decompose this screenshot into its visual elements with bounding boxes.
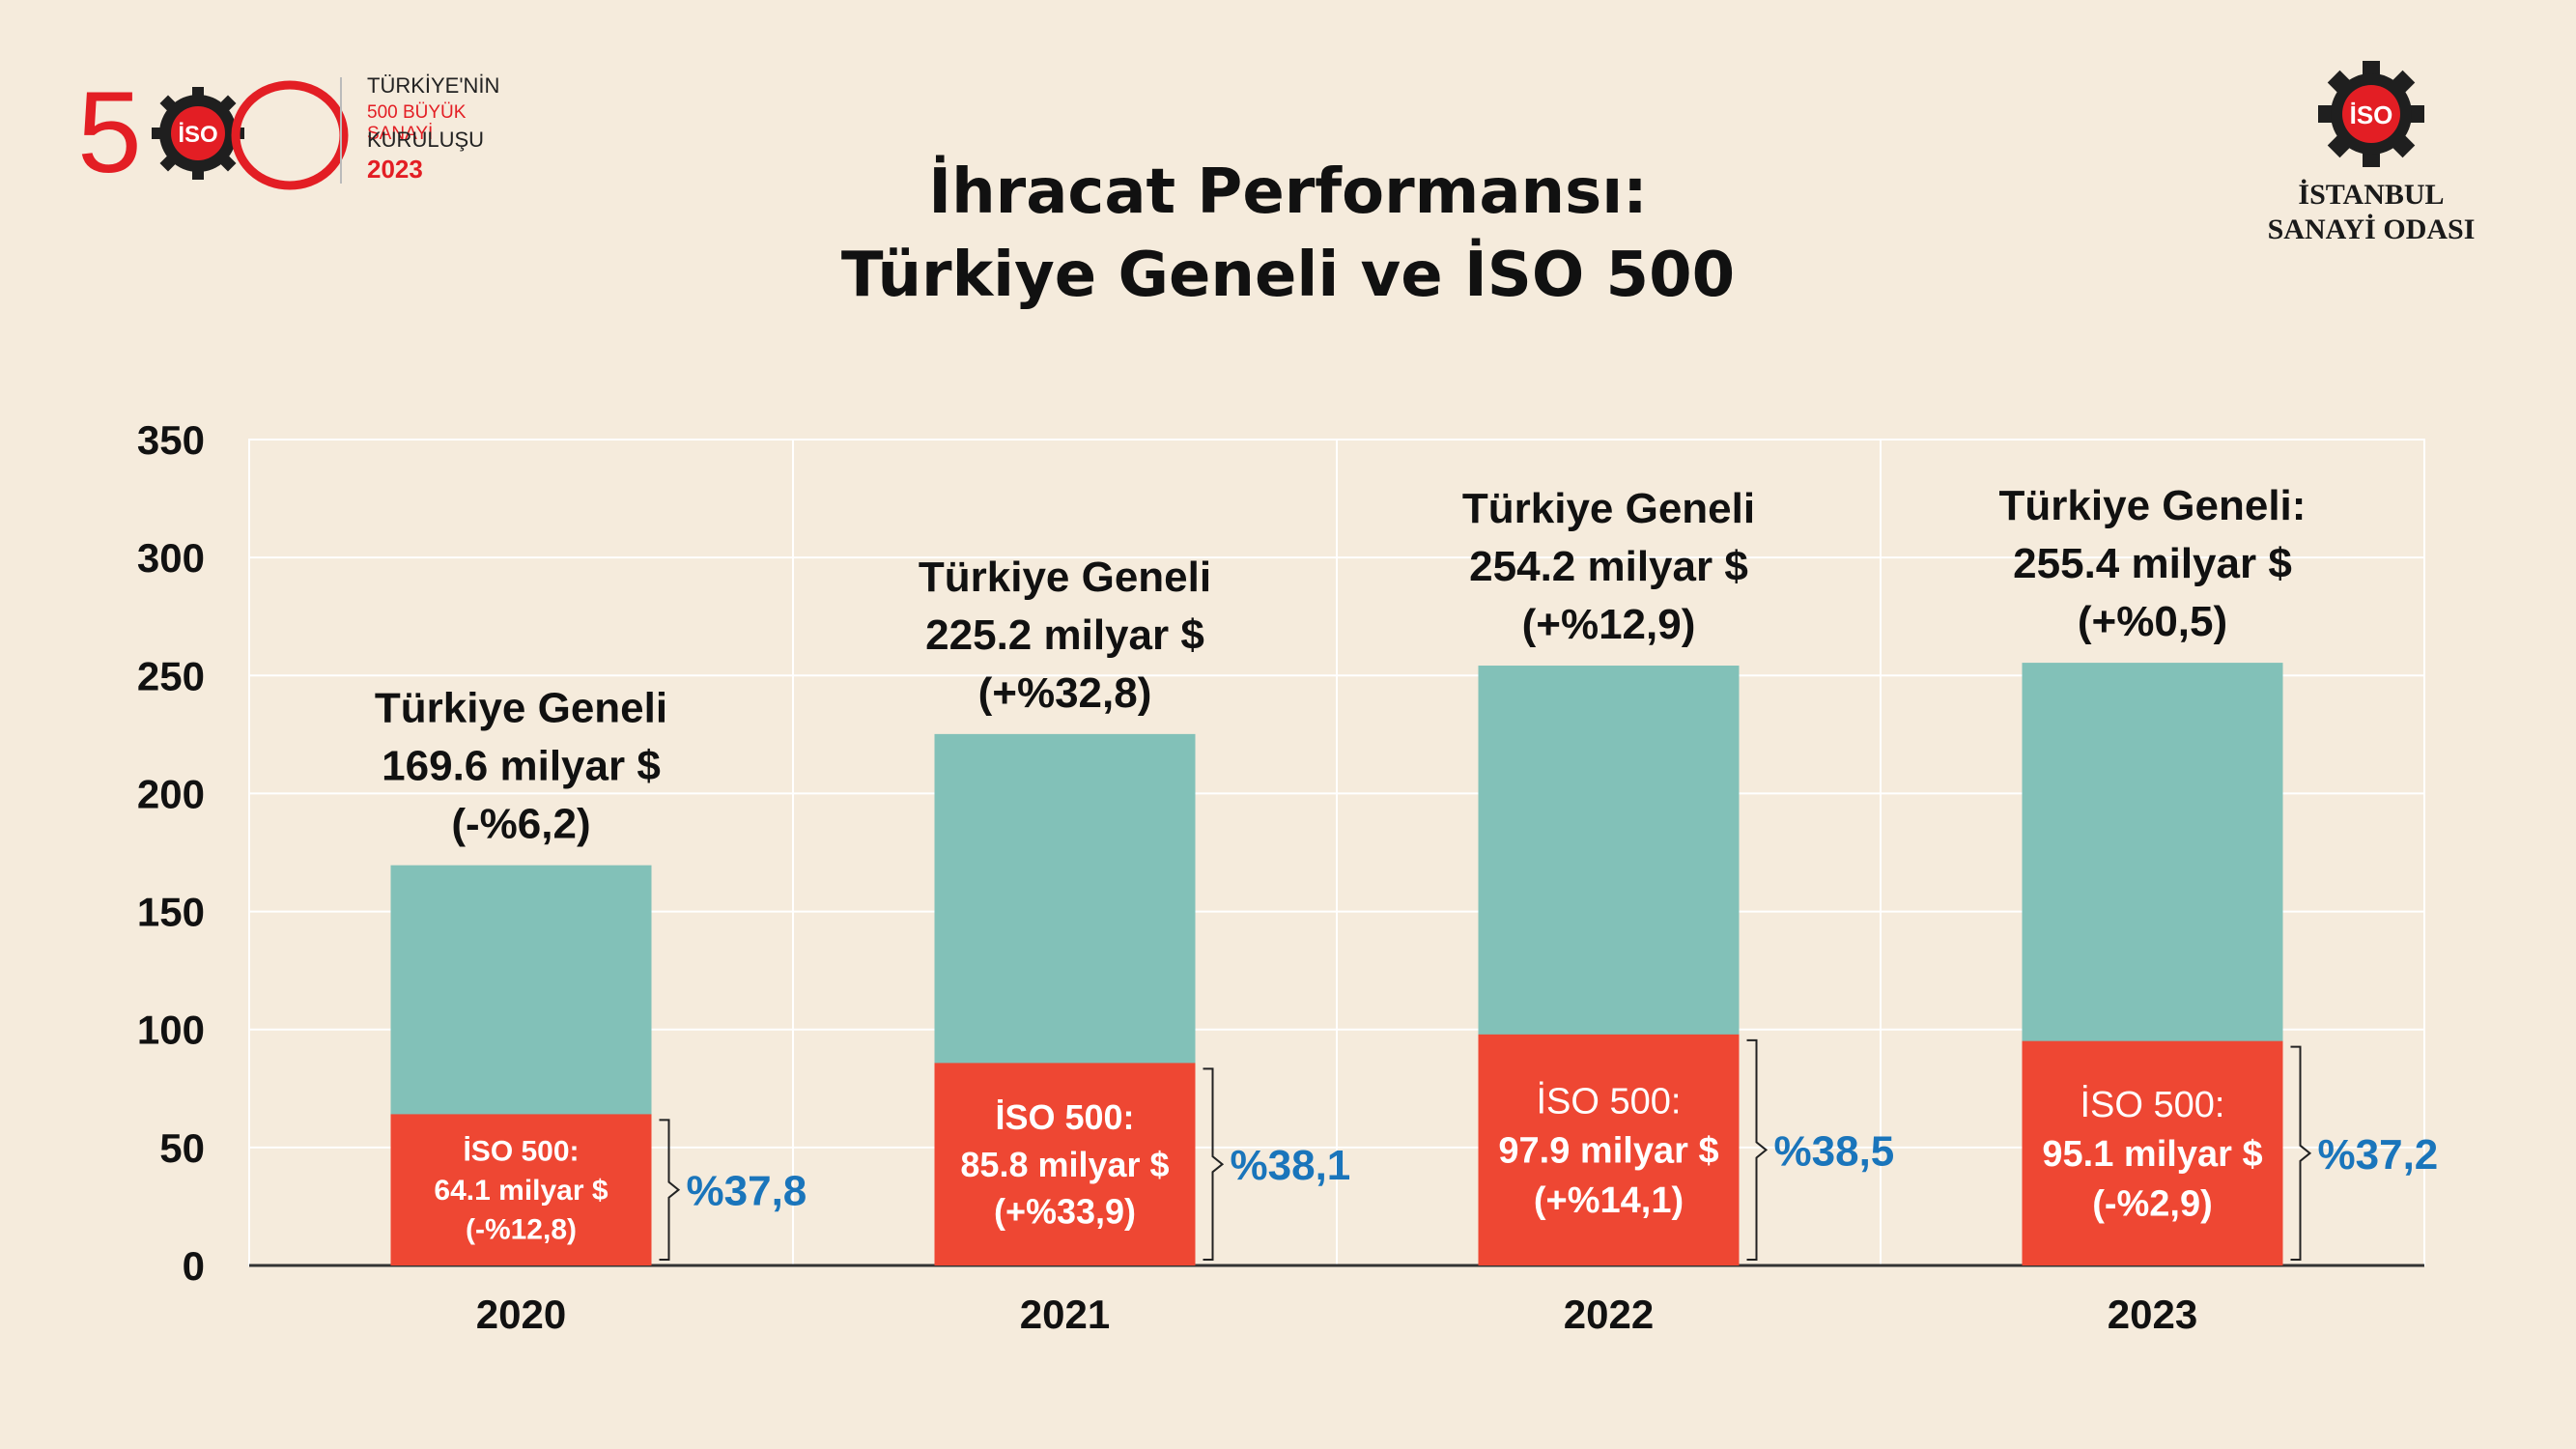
iso-data-label: (+%14,1): [1534, 1180, 1684, 1221]
iso-data-label: İSO 500:: [1537, 1080, 1682, 1122]
x-tick-label: 2020: [476, 1292, 566, 1337]
iso-data-label: İSO 500:: [995, 1097, 1134, 1137]
bar-iso-500: [2022, 1040, 2283, 1265]
iso500-logo: 5 İSO TÜRKİYE'NİN 500 BÜYÜK SANAYİ KURUL…: [77, 68, 522, 193]
page-title-line1: İhracat Performansı:: [928, 156, 1648, 228]
iso-data-label: (+%33,9): [994, 1191, 1136, 1231]
total-data-label: Türkiye Geneli: [375, 685, 667, 732]
logo-line3: KURULUŞU: [367, 128, 485, 152]
gear-badge-text: İSO: [178, 122, 217, 148]
total-data-label: Türkiye Geneli: [919, 554, 1211, 601]
y-tick-label: 300: [137, 535, 205, 581]
iso-data-label: 64.1 milyar $: [434, 1175, 608, 1207]
share-bracket: [1746, 1038, 1769, 1261]
iso-data-label: 95.1 milyar $: [2042, 1134, 2262, 1175]
share-bracket: [2290, 1045, 2312, 1261]
share-bracket: [1203, 1067, 1225, 1261]
iso-data-label: 85.8 milyar $: [960, 1145, 1169, 1184]
total-data-label: Türkiye Geneli:: [1999, 482, 2307, 529]
x-tick-label: 2021: [1020, 1292, 1110, 1337]
iso-data-label: (-%12,8): [466, 1214, 577, 1246]
logo-divider: [340, 77, 342, 184]
total-data-label: (+%32,8): [978, 669, 1152, 717]
share-label: %37,2: [2318, 1131, 2439, 1179]
iso500-logo-mark: 5 İSO: [77, 68, 349, 193]
istanbul-sanayi-odasi-logo: İSO İSTANBUL SANAYİ ODASI: [2250, 58, 2492, 251]
iso-data-label: (-%2,9): [2092, 1183, 2213, 1224]
share-bracket: [659, 1119, 681, 1261]
share-label: %38,5: [1774, 1127, 1895, 1175]
iso-data-label: 97.9 milyar $: [1498, 1131, 1718, 1172]
gear-icon: İSO: [2318, 61, 2424, 167]
share-label: %38,1: [1231, 1142, 1351, 1189]
y-tick-label: 100: [137, 1008, 205, 1053]
y-tick-label: 0: [183, 1243, 205, 1289]
org-name-line1: İSTANBUL: [2298, 179, 2445, 211]
total-data-label: 255.4 milyar $: [2013, 540, 2292, 587]
logo-digit-0: [231, 80, 349, 190]
logo-line2: 500 BÜYÜK SANAYİ: [367, 102, 467, 144]
share-label: %37,8: [687, 1168, 807, 1215]
total-data-label: 225.2 milyar $: [925, 611, 1204, 659]
total-data-label: Türkiye Geneli: [1462, 485, 1755, 532]
logo-line1: TÜRKİYE'NİN: [367, 73, 500, 98]
total-data-label: (-%6,2): [451, 801, 590, 848]
gear-badge-text: İSO: [2350, 100, 2393, 129]
logo-digit-5: 5: [77, 68, 142, 193]
bar-iso-500: [1478, 1034, 1740, 1265]
x-tick-label: 2022: [1564, 1292, 1654, 1337]
y-tick-label: 50: [159, 1125, 205, 1171]
y-tick-label: 200: [137, 771, 205, 816]
page-title-line2: Türkiye Geneli ve İSO 500: [840, 240, 1736, 311]
bar-iso-500: [390, 1114, 652, 1265]
total-data-label: (+%0,5): [2078, 598, 2227, 645]
y-tick-label: 250: [137, 653, 205, 698]
total-data-label: 169.6 milyar $: [382, 743, 661, 790]
total-data-label: (+%12,9): [1522, 601, 1696, 648]
x-tick-label: 2023: [2108, 1292, 2197, 1337]
bar-iso-500: [934, 1063, 1196, 1265]
y-tick-label: 350: [137, 417, 205, 463]
org-name-line2: SANAYİ ODASI: [2267, 213, 2476, 245]
iso-data-label: İSO 500:: [463, 1136, 579, 1168]
y-tick-label: 150: [137, 890, 205, 935]
logo-year: 2023: [367, 155, 423, 184]
iso-data-label: İSO 500:: [2081, 1084, 2225, 1125]
total-data-label: 254.2 milyar $: [1469, 543, 1748, 590]
